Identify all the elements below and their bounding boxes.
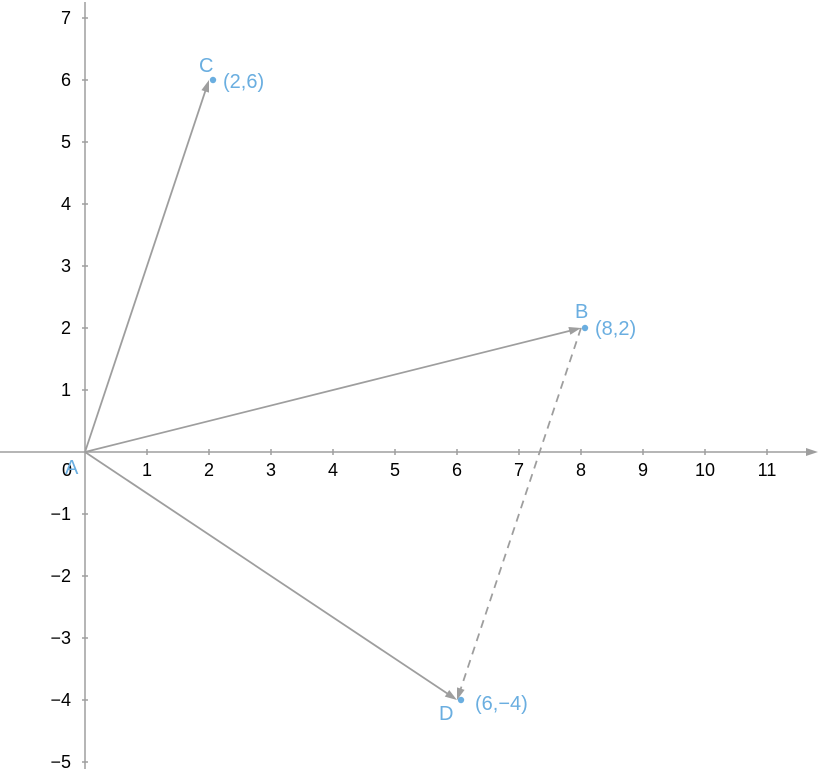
x-tick-label: 6 xyxy=(452,460,462,480)
x-tick-label: 10 xyxy=(695,460,715,480)
point-label-C: C xyxy=(199,55,213,77)
vector-B-D xyxy=(458,328,581,696)
vector-chart: 01234567891011−5−4−3−2−11234567AB(8,2)C(… xyxy=(0,0,825,769)
y-tick-label: −4 xyxy=(50,690,71,710)
coord-label-B: (8,2) xyxy=(595,318,636,340)
y-tick-label: 5 xyxy=(61,132,71,152)
x-tick-label: 11 xyxy=(758,460,777,480)
x-tick-label: 7 xyxy=(514,460,524,480)
point-label-B: B xyxy=(575,301,588,323)
y-tick-label: −2 xyxy=(50,566,71,586)
x-tick-label: 9 xyxy=(638,460,648,480)
point-B xyxy=(582,325,588,331)
y-tick-label: 6 xyxy=(61,70,71,90)
vectors xyxy=(85,80,581,700)
y-tick-label: 4 xyxy=(61,194,71,214)
y-tick-label: 2 xyxy=(61,318,71,338)
y-tick-label: −5 xyxy=(50,752,71,769)
coord-label-C: (2,6) xyxy=(223,71,264,93)
x-tick-label: 8 xyxy=(576,460,586,480)
x-ticks: 01234567891011 xyxy=(62,449,776,480)
y-ticks: −5 −4 −3 −2 −1 1 2 3 4 5 6 7 xyxy=(50,8,88,769)
x-tick-label: 5 xyxy=(390,460,400,480)
coord-label-D: (6,−4) xyxy=(475,693,528,715)
point-D xyxy=(458,697,464,703)
y-tick-label: −1 xyxy=(50,504,71,524)
x-tick-label: 4 xyxy=(328,460,338,480)
y-tick-label: 1 xyxy=(61,380,71,400)
vector-A-D xyxy=(85,452,454,698)
point-label-A: A xyxy=(65,457,79,479)
y-tick-label: 7 xyxy=(61,8,71,28)
points: A B (8,2) C (2,6) D (6,−4) xyxy=(65,55,636,725)
vector-A-C xyxy=(85,84,208,452)
x-tick-label: 2 xyxy=(204,460,214,480)
y-tick-label: 3 xyxy=(61,256,71,276)
point-C xyxy=(210,77,216,83)
axes xyxy=(0,2,818,769)
y-tick-label: −3 xyxy=(50,628,71,648)
x-tick-label: 3 xyxy=(266,460,276,480)
x-tick-label: 1 xyxy=(142,460,152,480)
vector-A-B xyxy=(85,329,577,452)
point-label-D: D xyxy=(439,703,453,725)
